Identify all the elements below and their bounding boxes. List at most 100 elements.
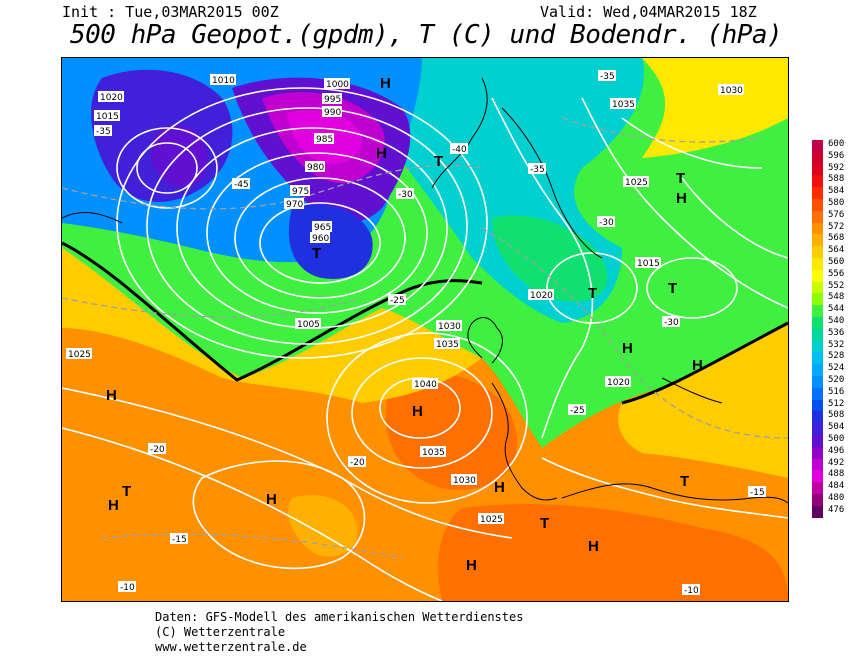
legend-swatch (812, 140, 823, 153)
footer-url: www.wetterzentrale.de (155, 640, 307, 654)
temp-label: -25 (390, 296, 405, 306)
high-center: H (412, 403, 423, 420)
legend-swatch (812, 258, 823, 271)
legend-swatch (812, 199, 823, 212)
low-center: T (680, 473, 689, 490)
temp-label: -15 (172, 535, 187, 545)
legend-label: 488 (828, 469, 845, 480)
isobar-label: 1005 (297, 320, 320, 330)
low-center: T (668, 280, 677, 297)
high-center: H (494, 479, 505, 496)
legend-label: 504 (828, 422, 845, 433)
isobar-label: 1035 (422, 448, 445, 458)
legend-swatch (812, 234, 823, 247)
legend-swatch (812, 376, 823, 389)
isobar-label: 1035 (436, 340, 459, 350)
high-center: H (588, 538, 599, 555)
isobar-label: 985 (316, 135, 333, 145)
temp-label: -35 (600, 72, 615, 82)
legend-label: 520 (828, 375, 845, 385)
legend-swatch (812, 305, 823, 318)
legend-label: 524 (828, 363, 845, 374)
legend-swatch (812, 340, 823, 353)
isobar-label: 1030 (720, 86, 743, 96)
legend-swatch (812, 281, 823, 294)
legend-swatch (812, 328, 823, 342)
high-center: H (676, 190, 687, 207)
legend-label: 540 (828, 316, 845, 326)
high-center: H (692, 357, 703, 374)
legend-label: 556 (828, 268, 845, 279)
isobar-label: 1025 (480, 515, 503, 525)
init-time: Init : Tue,03MAR2015 00Z (62, 3, 279, 21)
footer-copyright: (C) Wetterzentrale (155, 625, 286, 639)
isobar-label: 1000 (326, 80, 349, 90)
temp-label: -35 (530, 165, 545, 175)
legend-label: 596 (828, 150, 845, 161)
legend-swatch (812, 505, 823, 519)
legend-swatch (812, 151, 823, 165)
legend-swatch (812, 387, 823, 401)
isobars (62, 87, 788, 601)
low-center: T (312, 245, 321, 262)
legend-label: 476 (828, 504, 845, 515)
legend-label: 592 (828, 162, 845, 173)
legend-label: 516 (828, 386, 845, 397)
isobar-label: 1040 (414, 380, 437, 390)
temp-label: -30 (599, 218, 614, 228)
legend-swatch (812, 175, 823, 188)
isobar-label: 975 (292, 187, 309, 197)
high-center: H (622, 340, 633, 357)
legend-swatch (812, 317, 823, 330)
legend-label: 512 (828, 398, 845, 409)
legend-swatch (812, 494, 823, 507)
legend-label: 500 (828, 434, 845, 444)
low-center: T (676, 170, 685, 187)
legend-swatch (812, 352, 823, 365)
temp-label: -30 (664, 318, 679, 328)
temp-label: -30 (398, 190, 413, 200)
legend-swatch (812, 470, 823, 483)
legend-swatch (812, 435, 823, 448)
legend-swatch (812, 364, 823, 377)
legend-label: 528 (828, 351, 845, 362)
low-center: T (434, 153, 443, 170)
legend-label: 532 (828, 339, 845, 350)
legend-swatch (812, 246, 823, 259)
isobar-label: 1020 (607, 378, 630, 388)
temp-label: -20 (350, 458, 365, 468)
high-center: H (106, 387, 117, 404)
weather-map: 1010 1020 1015 1000 995 990 985 980 975 … (61, 57, 789, 602)
legend-label: 492 (828, 457, 845, 468)
high-center: H (108, 497, 119, 514)
isobar-label: 960 (312, 234, 329, 244)
low-center: T (122, 483, 131, 500)
isobar-label: 1020 (100, 93, 123, 103)
legend-label: 536 (828, 327, 845, 338)
temp-label: -20 (150, 445, 165, 455)
temp-label: -10 (684, 586, 699, 596)
legend-label: 508 (828, 410, 845, 421)
legend-label: 564 (828, 245, 845, 256)
legend-swatch (812, 269, 823, 283)
temp-label: -10 (120, 583, 135, 593)
isobar-label: 1025 (625, 178, 648, 188)
legend-swatch (812, 163, 823, 176)
isobar-label: 990 (324, 108, 341, 118)
high-center: H (376, 145, 387, 162)
low-center: T (588, 285, 597, 302)
isobar-label: 1015 (96, 112, 119, 122)
isobar-label: 970 (286, 200, 303, 210)
legend-swatch (812, 446, 823, 460)
isobar-label: 1030 (453, 476, 476, 486)
high-center: H (380, 75, 391, 92)
legend-label: 560 (828, 257, 845, 267)
isobar-label: 965 (314, 223, 331, 233)
legend-label: 584 (828, 186, 845, 197)
legend-label: 580 (828, 198, 845, 208)
legend-swatch (812, 482, 823, 495)
isobar-label: 980 (307, 163, 324, 173)
legend-label: 552 (828, 280, 845, 291)
temp-label: -45 (234, 180, 249, 190)
legend-label: 576 (828, 209, 845, 220)
